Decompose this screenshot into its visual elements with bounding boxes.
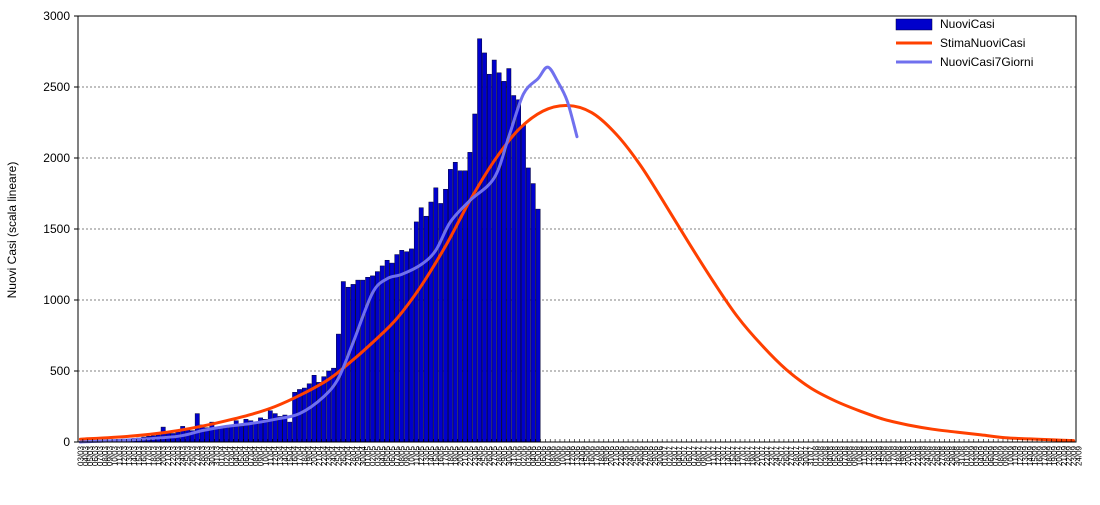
bar <box>521 125 525 442</box>
bar <box>502 81 506 442</box>
legend: NuoviCasi StimaNuoviCasi NuoviCasi7Giorni <box>896 17 1033 69</box>
bar <box>409 249 413 442</box>
y-tick-label: 0 <box>63 435 70 449</box>
bar <box>302 388 306 442</box>
bar <box>390 263 394 442</box>
bar <box>322 377 326 442</box>
bar <box>404 252 408 442</box>
series-lines <box>80 67 1073 442</box>
legend-swatch <box>896 19 932 30</box>
bar <box>434 188 438 442</box>
y-tick-label: 2500 <box>43 80 70 94</box>
bar <box>453 162 457 442</box>
bar <box>278 416 282 442</box>
bar <box>161 427 165 442</box>
y-tick-label: 2000 <box>43 151 70 165</box>
y-tick-label: 1500 <box>43 222 70 236</box>
bar <box>380 266 384 442</box>
bar <box>229 425 233 442</box>
bar <box>526 168 530 442</box>
bar <box>492 60 496 442</box>
bar <box>424 216 428 442</box>
bar <box>429 202 433 442</box>
bar <box>400 250 404 442</box>
bar <box>448 169 452 442</box>
bar <box>395 255 399 442</box>
y-tick-label: 1000 <box>43 293 70 307</box>
x-tick-label: 24/09 <box>1074 445 1083 466</box>
legend-entry: NuoviCasi7Giorni <box>940 55 1033 69</box>
bars-nuovi-casi <box>78 39 540 442</box>
bar <box>531 184 535 442</box>
legend-entry: NuoviCasi <box>940 17 995 31</box>
bar <box>288 422 292 442</box>
bar <box>507 69 511 442</box>
bar <box>487 74 491 442</box>
bar <box>351 284 355 442</box>
bar <box>370 276 374 442</box>
bar <box>336 334 340 442</box>
bar <box>516 100 520 442</box>
bar <box>215 429 219 442</box>
bar <box>375 272 379 442</box>
bar <box>356 280 360 442</box>
bar <box>419 208 423 442</box>
bar <box>331 368 335 442</box>
x-tick-labels: 03/0304/0305/0306/0307/0308/0309/0310/03… <box>76 445 1083 466</box>
bar <box>224 428 228 442</box>
y-tick-labels: 0 500 1000 1500 2000 2500 3000 <box>43 9 70 449</box>
bar <box>473 114 477 442</box>
bar <box>385 260 389 442</box>
grid-lines <box>78 87 1076 371</box>
bar <box>497 73 501 442</box>
bar <box>477 39 481 442</box>
bar <box>317 382 321 442</box>
legend-entry: StimaNuoviCasi <box>940 36 1025 50</box>
bar <box>512 96 516 442</box>
bar <box>482 53 486 442</box>
bar <box>414 222 418 442</box>
bar <box>268 411 272 442</box>
y-tick-label: 500 <box>50 364 70 378</box>
y-axis-label: Nuovi Casi (scala lineare) <box>5 162 19 299</box>
bar <box>361 280 365 442</box>
bar <box>254 422 258 442</box>
y-tick-label: 3000 <box>43 9 70 23</box>
bar <box>536 209 540 442</box>
bar <box>239 426 243 442</box>
line-stimanuovicasi <box>80 105 1073 440</box>
bar <box>312 375 316 442</box>
